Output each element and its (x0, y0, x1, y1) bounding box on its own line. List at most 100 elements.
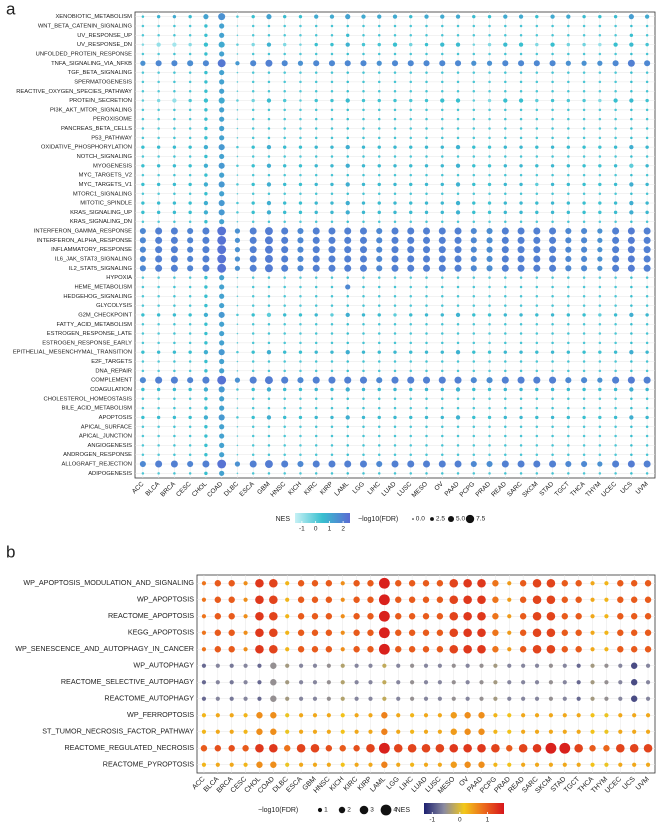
size-legend-label: 2 (347, 807, 351, 814)
dot (440, 164, 444, 168)
dot (188, 34, 192, 37)
dot (326, 729, 331, 734)
dot (488, 472, 491, 475)
dot (423, 729, 429, 734)
dot (409, 192, 413, 195)
dot (519, 613, 527, 620)
legend-title: NES (276, 516, 291, 523)
dot (393, 52, 397, 56)
dot (204, 453, 208, 457)
dot (456, 80, 460, 84)
dot (456, 360, 460, 363)
dot (440, 98, 445, 103)
dot (424, 313, 429, 317)
dot (576, 696, 581, 701)
dot (141, 387, 145, 392)
dot (243, 713, 248, 718)
dot (534, 663, 540, 668)
dot (630, 108, 633, 112)
dot (549, 264, 557, 272)
dot (598, 369, 602, 373)
dot (566, 98, 571, 103)
dot (472, 220, 476, 223)
dot (613, 387, 618, 392)
dot (367, 580, 374, 587)
dot (378, 742, 390, 754)
dot (472, 444, 476, 447)
dot (409, 415, 413, 420)
dot (330, 425, 334, 428)
dot (566, 145, 571, 149)
dot (203, 163, 209, 168)
dot (377, 425, 381, 428)
dot (187, 227, 194, 235)
dot (488, 24, 491, 28)
dot (425, 24, 428, 28)
dot (518, 98, 524, 103)
dot (567, 444, 570, 447)
dot (314, 295, 318, 298)
dot (590, 696, 595, 701)
dot (567, 117, 570, 121)
dot (598, 472, 602, 475)
dot (393, 285, 397, 289)
dot (441, 425, 444, 428)
row-label: PEROXISOME (93, 117, 132, 123)
dot (576, 729, 581, 734)
dot (519, 434, 523, 438)
dot (441, 71, 444, 74)
dot (188, 173, 192, 177)
dot (267, 108, 271, 112)
dot (354, 663, 359, 668)
dot (157, 80, 160, 84)
dot (359, 460, 367, 468)
dot (157, 136, 160, 140)
dot (441, 136, 444, 140)
dot (314, 397, 318, 401)
dot (455, 312, 461, 318)
dot (204, 80, 208, 84)
dot (519, 629, 527, 636)
dot (409, 201, 413, 205)
dot (377, 155, 381, 158)
dot (270, 761, 277, 768)
dot (299, 117, 302, 121)
dot (391, 264, 399, 272)
dot (645, 24, 649, 28)
dot (470, 460, 477, 468)
dot (139, 460, 146, 468)
dot (409, 472, 413, 475)
row-label: REACTOME_PYROPTOSIS (103, 760, 194, 769)
dot (598, 360, 602, 363)
dot (157, 397, 160, 401)
dot (630, 285, 633, 289)
dot (437, 696, 442, 701)
dot (597, 237, 603, 243)
dot (504, 89, 507, 93)
dot (204, 294, 208, 298)
dot (141, 369, 145, 373)
dot (456, 453, 460, 456)
dot (504, 453, 507, 456)
dot (503, 182, 508, 187)
dot (393, 415, 397, 420)
dot (521, 696, 526, 701)
dot (567, 80, 570, 84)
dot (425, 472, 428, 475)
dot (582, 313, 586, 317)
dot (645, 210, 649, 215)
dot (251, 71, 255, 74)
dot (298, 415, 303, 420)
dot (362, 285, 365, 289)
dot (203, 14, 209, 20)
dot (425, 332, 428, 335)
dot (422, 646, 430, 653)
dot (487, 210, 492, 215)
dot (312, 680, 318, 685)
size-legend-dot (338, 806, 346, 814)
dot (425, 52, 428, 56)
dot (173, 472, 176, 475)
dot (346, 24, 349, 28)
dot (409, 369, 413, 373)
dot (456, 434, 460, 438)
